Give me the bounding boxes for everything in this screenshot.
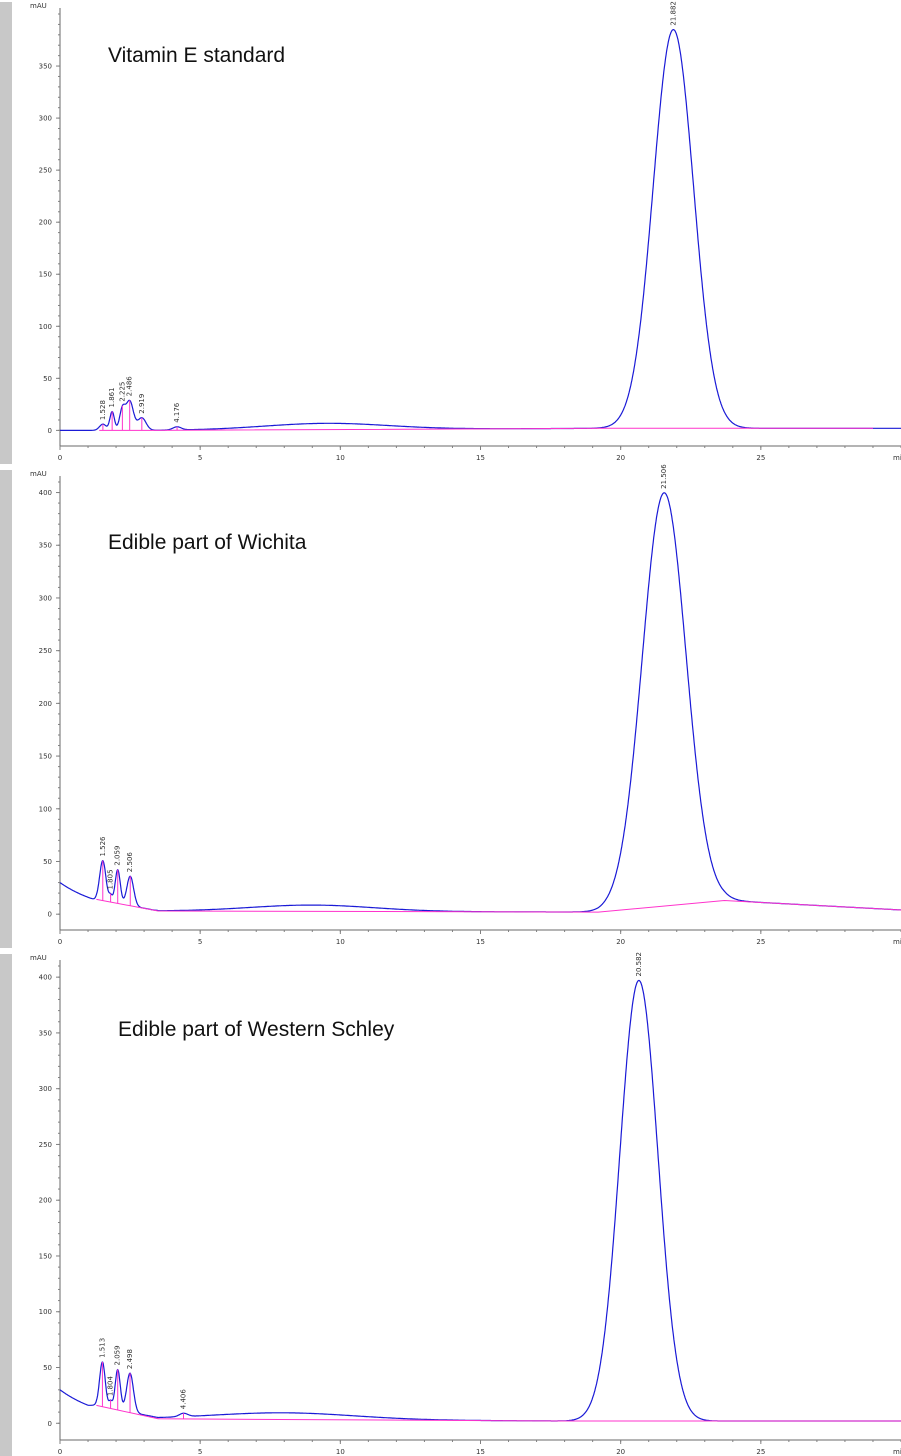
window-edge — [0, 470, 12, 948]
x-tick-label: 15 — [476, 938, 485, 946]
y-tick-label: 0 — [48, 911, 52, 919]
y-tick-label: 400 — [39, 974, 52, 982]
y-tick-label: 150 — [39, 271, 52, 279]
x-tick-label: 15 — [476, 454, 485, 462]
y-tick-label: 50 — [43, 375, 52, 383]
y-tick-label: 150 — [39, 1252, 52, 1260]
peak-label: 2.506 — [126, 852, 134, 873]
plot-area — [60, 958, 901, 1440]
y-unit-label: mAU — [30, 470, 47, 478]
chart-panel-1: mAU min 0 50 100 150 200 250 300 350 0 5 10 15 20 25 1.5… — [0, 1, 901, 464]
x-tick-label: 0 — [58, 1448, 62, 1456]
y-tick-label: 250 — [39, 167, 52, 175]
x-tick-label: 5 — [198, 938, 202, 946]
x-unit-label: min — [893, 938, 901, 946]
peak-label: 2.919 — [138, 394, 146, 414]
x-tick-label: 25 — [756, 1448, 765, 1456]
y-tick-label: 150 — [39, 753, 52, 761]
y-unit-label: mAU — [30, 954, 47, 962]
peak-label: 1.528 — [99, 400, 107, 420]
integration-baseline — [96, 898, 901, 913]
x-tick-label: 10 — [336, 1448, 345, 1456]
peak-label: 1.526 — [99, 836, 107, 857]
x-unit-label: min — [893, 454, 901, 462]
x-tick-label: 25 — [756, 938, 765, 946]
peak-label: 1.513 — [98, 1338, 106, 1358]
chart-panel-3: mAU min 0 50 100 150 200 250 300 350 400 0 5 10 15 20 25… — [0, 952, 901, 1456]
peak-label: 4.176 — [173, 402, 181, 423]
y-tick-label: 250 — [39, 647, 52, 655]
window-edge — [0, 2, 12, 464]
chart-title: Edible part of Western Schley — [118, 1018, 395, 1041]
y-tick-label: 300 — [39, 594, 52, 602]
x-tick-label: 5 — [198, 1448, 202, 1456]
integration-baseline — [99, 427, 873, 431]
y-tick-label: 50 — [43, 1364, 52, 1372]
x-unit-label: min — [893, 1448, 901, 1456]
y-tick-label: 400 — [39, 489, 52, 497]
y-tick-label: 350 — [39, 542, 52, 550]
peak-label: 1.805 — [107, 869, 115, 889]
x-tick-label: 0 — [58, 454, 62, 462]
peak-label: 21.882 — [669, 1, 677, 26]
chart-panel-2: mAU min 0 50 100 150 200 250 300 350 400 0 5 10 15 20 25… — [0, 464, 901, 948]
peak-label: 4.406 — [180, 1389, 188, 1410]
y-tick-label: 350 — [39, 1029, 52, 1037]
peak-label: 2.059 — [114, 1345, 122, 1365]
peak-label: 21.506 — [660, 464, 668, 489]
plot-area — [60, 6, 901, 446]
y-unit-label: mAU — [30, 2, 47, 10]
y-tick-label: 300 — [39, 1085, 52, 1093]
peak-label: 2.498 — [126, 1349, 134, 1369]
peak-label: 2.486 — [126, 376, 134, 397]
chart-title: Vitamin E standard — [108, 44, 285, 67]
peak-label: 2.059 — [114, 846, 122, 866]
y-tick-label: 200 — [39, 700, 52, 708]
chart-title: Edible part of Wichita — [108, 531, 307, 554]
x-tick-label: 5 — [198, 454, 202, 462]
y-tick-label: 250 — [39, 1141, 52, 1149]
y-tick-label: 0 — [48, 1420, 52, 1428]
integration-baseline — [96, 1404, 901, 1422]
x-tick-label: 25 — [756, 454, 765, 462]
x-tick-label: 20 — [616, 1448, 625, 1456]
plot-area — [60, 474, 901, 930]
peak-label: 2.225 — [118, 382, 126, 402]
x-tick-label: 0 — [58, 938, 62, 946]
y-tick-label: 100 — [39, 1308, 52, 1316]
x-tick-label: 20 — [616, 938, 625, 946]
peak-label: 1.804 — [107, 1376, 115, 1397]
y-tick-label: 100 — [39, 805, 52, 813]
x-tick-label: 10 — [336, 938, 345, 946]
peak-label: 1.861 — [108, 387, 116, 407]
y-tick-label: 100 — [39, 323, 52, 331]
y-tick-label: 50 — [43, 858, 52, 866]
x-tick-label: 10 — [336, 454, 345, 462]
y-tick-label: 200 — [39, 1197, 52, 1205]
peak-label: 20.582 — [635, 952, 643, 977]
y-tick-label: 350 — [39, 63, 52, 71]
window-edge — [0, 954, 12, 1456]
y-tick-label: 200 — [39, 219, 52, 227]
x-tick-label: 15 — [476, 1448, 485, 1456]
x-tick-label: 20 — [616, 454, 625, 462]
y-tick-label: 300 — [39, 115, 52, 123]
y-tick-label: 0 — [48, 427, 52, 435]
